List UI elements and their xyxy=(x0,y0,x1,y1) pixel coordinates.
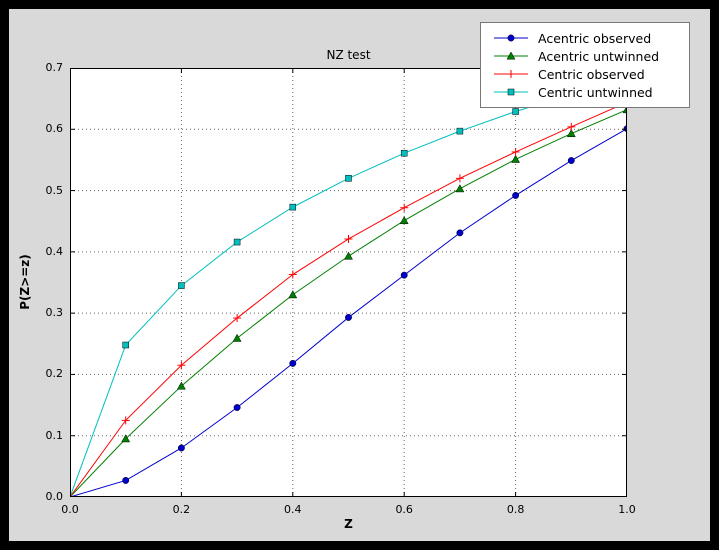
triangle-marker xyxy=(506,51,516,60)
figure-canvas: NZ test P(Z>=z) Z 0.0 0.2 0.4 0.6 0.8 1.0 0.0… xyxy=(9,9,710,541)
legend-sample-line xyxy=(494,88,528,96)
triangle-marker xyxy=(288,290,298,299)
y-tick-label: 0.7 xyxy=(45,61,64,74)
triangle-marker xyxy=(566,129,576,138)
legend-sample-line xyxy=(494,70,528,78)
series-acentric-untwinned xyxy=(70,105,627,497)
square-marker xyxy=(456,127,464,135)
circle-marker xyxy=(456,229,464,237)
legend-sample-line xyxy=(494,34,528,42)
circle-marker xyxy=(512,192,520,199)
x-tick-label: 0.8 xyxy=(506,503,525,516)
series-centric-observed xyxy=(70,98,627,497)
y-tick-label: 0.1 xyxy=(45,428,64,442)
x-tick-label: 0.2 xyxy=(172,503,191,516)
grid-lines xyxy=(70,68,627,497)
series-line xyxy=(70,109,627,497)
y-tick-label: 0.4 xyxy=(45,244,64,258)
square-marker xyxy=(512,108,519,115)
series-line xyxy=(70,128,627,497)
chart-title: NZ test xyxy=(326,48,371,62)
circle-marker xyxy=(177,444,185,452)
circle-marker xyxy=(289,359,297,367)
square-marker xyxy=(233,238,241,246)
legend-entry: Centric observed xyxy=(492,65,678,83)
circle-marker xyxy=(122,477,130,484)
legend-sample-line xyxy=(494,51,528,60)
circle-marker xyxy=(400,271,408,279)
y-tick-label: 0.3 xyxy=(45,306,64,320)
legend-label: Acentric observed xyxy=(538,30,652,46)
circle-marker xyxy=(507,34,515,42)
series-line xyxy=(70,101,627,497)
series-line xyxy=(70,77,627,497)
circle-marker xyxy=(233,404,241,411)
axes-frame xyxy=(70,68,627,497)
x-tick-label: 1.0 xyxy=(618,503,636,516)
triangle-marker xyxy=(176,381,186,390)
triangle-marker xyxy=(344,251,353,260)
square-marker xyxy=(178,282,185,289)
x-tick-label: 0.6 xyxy=(395,503,413,516)
triangle-marker xyxy=(399,216,409,225)
legend-label: Centric untwinned xyxy=(538,84,653,100)
square-marker xyxy=(289,203,297,211)
y-tick-label: 0.5 xyxy=(45,183,64,197)
x-tick-label: 0.0 xyxy=(61,503,79,516)
legend-label: Centric observed xyxy=(538,66,645,82)
triangle-marker xyxy=(511,154,521,163)
square-marker xyxy=(400,149,408,157)
triangle-marker xyxy=(455,184,465,193)
legend-entry: Acentric untwinned xyxy=(492,47,678,65)
x-axis-label: Z xyxy=(344,517,353,531)
legend: Acentric observed Acentric untwinned Centr… xyxy=(480,22,690,108)
square-marker xyxy=(122,341,129,349)
triangle-marker xyxy=(121,434,131,443)
tick-marks xyxy=(70,68,627,497)
circle-marker xyxy=(567,157,575,164)
square-marker xyxy=(345,175,352,182)
chart-canvas xyxy=(70,68,627,497)
y-tick-label: 0.0 xyxy=(45,490,64,503)
legend-label: Acentric untwinned xyxy=(538,48,660,64)
y-tick-label: 0.6 xyxy=(45,122,64,136)
series-acentric-observed xyxy=(70,125,627,497)
y-axis-label: P(Z>=z) xyxy=(18,254,32,310)
y-tick-label: 0.2 xyxy=(45,367,64,381)
legend-entry: Centric untwinned xyxy=(492,83,678,101)
series-centric-untwinned xyxy=(70,75,627,497)
square-marker xyxy=(507,88,515,96)
plot-area xyxy=(70,68,627,497)
legend-entry: Acentric observed xyxy=(492,29,678,47)
triangle-marker xyxy=(232,333,242,342)
x-tick-label: 0.4 xyxy=(284,503,302,516)
circle-marker xyxy=(345,313,352,321)
